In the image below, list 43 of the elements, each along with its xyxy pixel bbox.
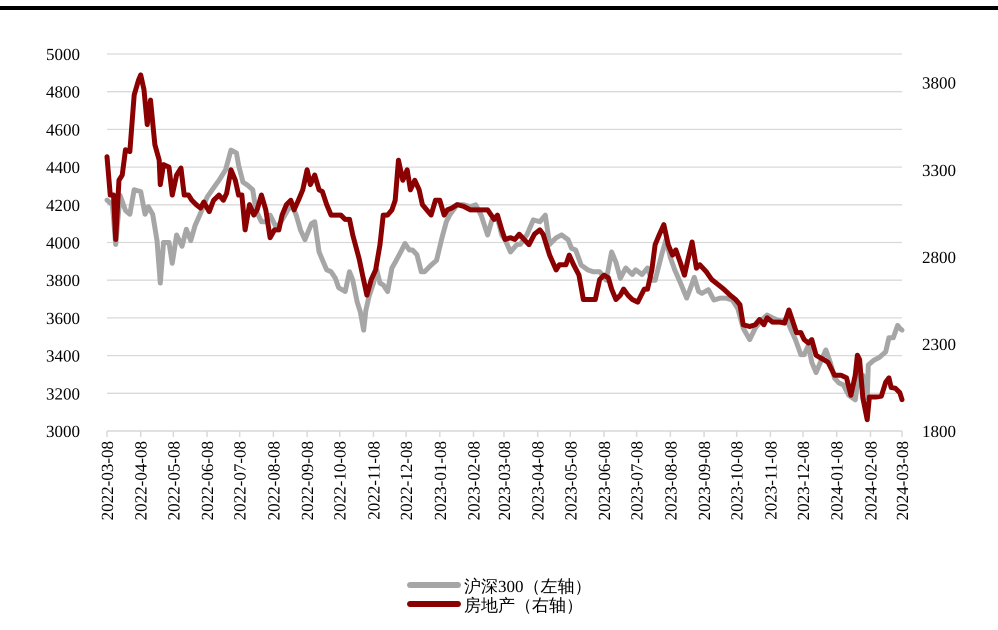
y-tick-label: 4600 (46, 120, 80, 140)
x-tick-label: 2023-09-08 (695, 441, 714, 520)
legend-label: 沪深300（左轴） (464, 577, 592, 596)
x-tick-label: 2022-07-08 (230, 441, 250, 520)
y-tick-label: 4200 (46, 196, 80, 215)
x-tick-label: 2023-10-08 (728, 441, 747, 520)
x-tick-label: 2022-04-08 (132, 441, 151, 520)
x-tick-label: 2022-03-08 (98, 441, 117, 520)
x-tick-label: 2023-05-08 (561, 441, 580, 520)
legend-label: 房地产（右轴） (464, 596, 583, 615)
y-tick-label: 3200 (46, 384, 80, 404)
y2-tick-label: 2800 (922, 248, 956, 267)
x-tick-label: 2022-11-08 (364, 441, 384, 520)
x-tick-label: 2023-04-08 (528, 441, 548, 520)
y2-tick-label: 3800 (922, 74, 956, 93)
x-tick-label: 2022-08-08 (264, 441, 284, 520)
x-tick-label: 2024-03-08 (893, 441, 912, 520)
y-tick-label: 3600 (46, 308, 80, 328)
y2-tick-label: 1800 (922, 422, 956, 441)
y-tick-label: 4400 (46, 158, 80, 178)
x-tick-label: 2023-11-08 (761, 441, 780, 520)
x-tick-label: 2023-02-08 (464, 441, 484, 520)
y-tick-label: 4800 (46, 82, 80, 102)
y2-tick-label: 3300 (922, 160, 956, 180)
y-tick-label: 3800 (46, 271, 80, 290)
x-tick-label: 2023-08-08 (661, 441, 680, 520)
x-tick-label: 2023-06-08 (595, 441, 614, 520)
x-tick-label: 2022-10-08 (330, 441, 350, 520)
x-tick-label: 2023-12-08 (794, 441, 814, 520)
x-tick-label: 2022-09-08 (298, 441, 318, 520)
y-tick-label: 4000 (46, 234, 80, 252)
y2-tick-label: 2300 (922, 334, 956, 354)
y-tick-label: 3400 (46, 346, 80, 366)
y-tick-label: 3000 (46, 422, 80, 441)
y-tick-label: 5000 (46, 45, 80, 64)
x-tick-label: 2024-02-08 (861, 441, 880, 520)
x-tick-label: 2022-05-08 (164, 441, 184, 520)
x-tick-label: 2022-12-08 (397, 441, 416, 520)
x-tick-label: 2022-06-08 (198, 441, 218, 520)
x-tick-label: 2023-07-08 (628, 441, 647, 520)
x-tick-label: 2023-03-08 (494, 441, 514, 520)
x-tick-label: 2023-01-08 (430, 441, 450, 520)
x-tick-label: 2024-01-08 (828, 441, 847, 520)
